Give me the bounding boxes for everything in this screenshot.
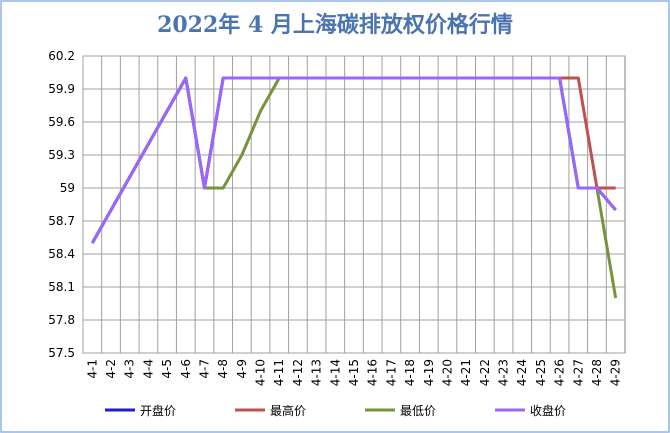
x-tick-label: 4-9 <box>235 359 249 379</box>
x-tick-label: 4-8 <box>216 359 230 379</box>
y-tick-label: 59 <box>60 181 75 195</box>
x-tick-label: 4-5 <box>160 359 174 379</box>
x-tick-label: 4-27 <box>571 359 585 386</box>
x-tick-label: 4-24 <box>515 359 529 386</box>
y-tick-label: 57.5 <box>48 346 75 360</box>
legend-label: 开盘价 <box>140 403 176 418</box>
x-tick-label: 4-15 <box>347 359 361 386</box>
series-line <box>91 76 617 244</box>
x-tick-label: 4-22 <box>478 359 492 386</box>
legend-label: 最高价 <box>270 403 306 418</box>
x-tick-label: 4-19 <box>422 359 436 386</box>
plot-area <box>82 55 626 354</box>
x-tick-label: 4-13 <box>310 359 324 386</box>
x-tick-label: 4-1 <box>85 359 99 379</box>
y-tick-label: 58.7 <box>48 214 75 228</box>
x-tick-label: 4-20 <box>440 359 454 386</box>
x-tick-label: 4-12 <box>291 359 305 386</box>
legend-label: 最低价 <box>400 404 436 418</box>
x-tick-label: 4-17 <box>384 359 398 386</box>
y-tick-label: 58.1 <box>48 280 75 294</box>
y-tick-label: 58.4 <box>48 247 75 261</box>
y-tick-label: 60.2 <box>48 49 75 63</box>
y-tick-label: 59.9 <box>48 82 75 96</box>
x-tick-label: 4-28 <box>590 359 604 386</box>
chart-title: 2022年 4 月上海碳排放权价格行情 <box>157 12 513 38</box>
x-tick-label: 4-16 <box>366 359 380 386</box>
x-tick-label: 4-4 <box>141 359 155 379</box>
x-tick-label: 4-23 <box>497 359 511 386</box>
x-tick-label: 4-6 <box>179 359 193 379</box>
x-tick-label: 4-7 <box>197 359 211 379</box>
x-tick-label: 4-11 <box>272 359 286 386</box>
y-tick-label: 59.3 <box>48 148 75 162</box>
x-tick-label: 4-2 <box>104 359 118 379</box>
x-tick-label: 4-10 <box>254 359 268 386</box>
x-tick-label: 4-25 <box>534 359 548 386</box>
x-tick-label: 4-18 <box>403 359 417 386</box>
y-tick-label: 59.6 <box>48 115 75 129</box>
x-tick-label: 4-14 <box>328 359 342 386</box>
x-tick-label: 4-29 <box>609 359 623 386</box>
x-tick-label: 4-3 <box>123 359 137 379</box>
legend-label: 收盘价 <box>530 403 566 418</box>
x-tick-label: 4-21 <box>459 359 473 386</box>
x-tick-label: 4-26 <box>553 359 567 386</box>
y-tick-label: 57.8 <box>48 313 75 327</box>
